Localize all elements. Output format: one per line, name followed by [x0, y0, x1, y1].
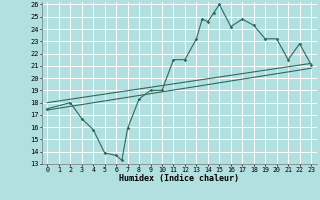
X-axis label: Humidex (Indice chaleur): Humidex (Indice chaleur) [119, 174, 239, 183]
